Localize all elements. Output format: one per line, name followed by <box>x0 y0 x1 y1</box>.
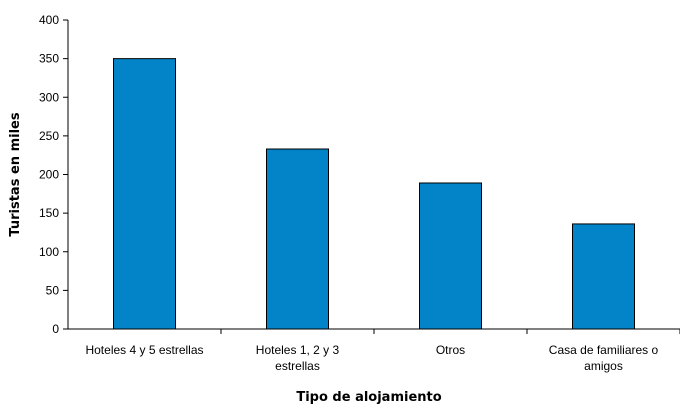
x-tick-label-line: Hoteles 4 y 5 estrellas <box>85 343 203 357</box>
y-axis-ticks: 0 50 100 150 200 250 300 350 400 <box>39 13 68 336</box>
x-axis-ticks <box>220 329 680 334</box>
x-tick-label-line: amigos <box>584 359 623 373</box>
x-axis-title: Tipo de alojamiento <box>296 390 441 405</box>
y-tick-label: 350 <box>39 52 59 66</box>
x-tick-label: Hoteles 1, 2 y 3 estrellas <box>256 343 340 373</box>
y-tick-label: 300 <box>39 90 59 104</box>
x-tick-label-line: Casa de familiares o <box>549 343 659 357</box>
bars <box>113 58 635 330</box>
x-tick-label: Otros <box>436 343 465 357</box>
y-tick-label: 150 <box>39 206 59 220</box>
x-axis-tick-labels: Hoteles 4 y 5 estrellas Hoteles 1, 2 y 3 e… <box>85 343 658 373</box>
bar <box>266 148 329 330</box>
bar <box>572 223 635 330</box>
x-tick-label-line: estrellas <box>275 359 320 373</box>
x-tick-label: Hoteles 4 y 5 estrellas <box>85 343 203 357</box>
x-tick-label-line: Otros <box>436 343 465 357</box>
y-tick-label: 200 <box>39 168 59 182</box>
x-tick-label-line: Hoteles 1, 2 y 3 <box>256 343 340 357</box>
y-tick-label: 250 <box>39 129 59 143</box>
y-tick-label: 400 <box>39 13 59 27</box>
y-tick-label: 50 <box>46 283 60 297</box>
bar <box>113 58 176 330</box>
x-tick-label: Casa de familiares o amigos <box>549 343 659 373</box>
bar <box>419 182 482 330</box>
y-axis-title: Turistas en miles <box>8 112 23 236</box>
y-tick-label: 0 <box>52 322 59 336</box>
y-tick-label: 100 <box>39 245 59 259</box>
